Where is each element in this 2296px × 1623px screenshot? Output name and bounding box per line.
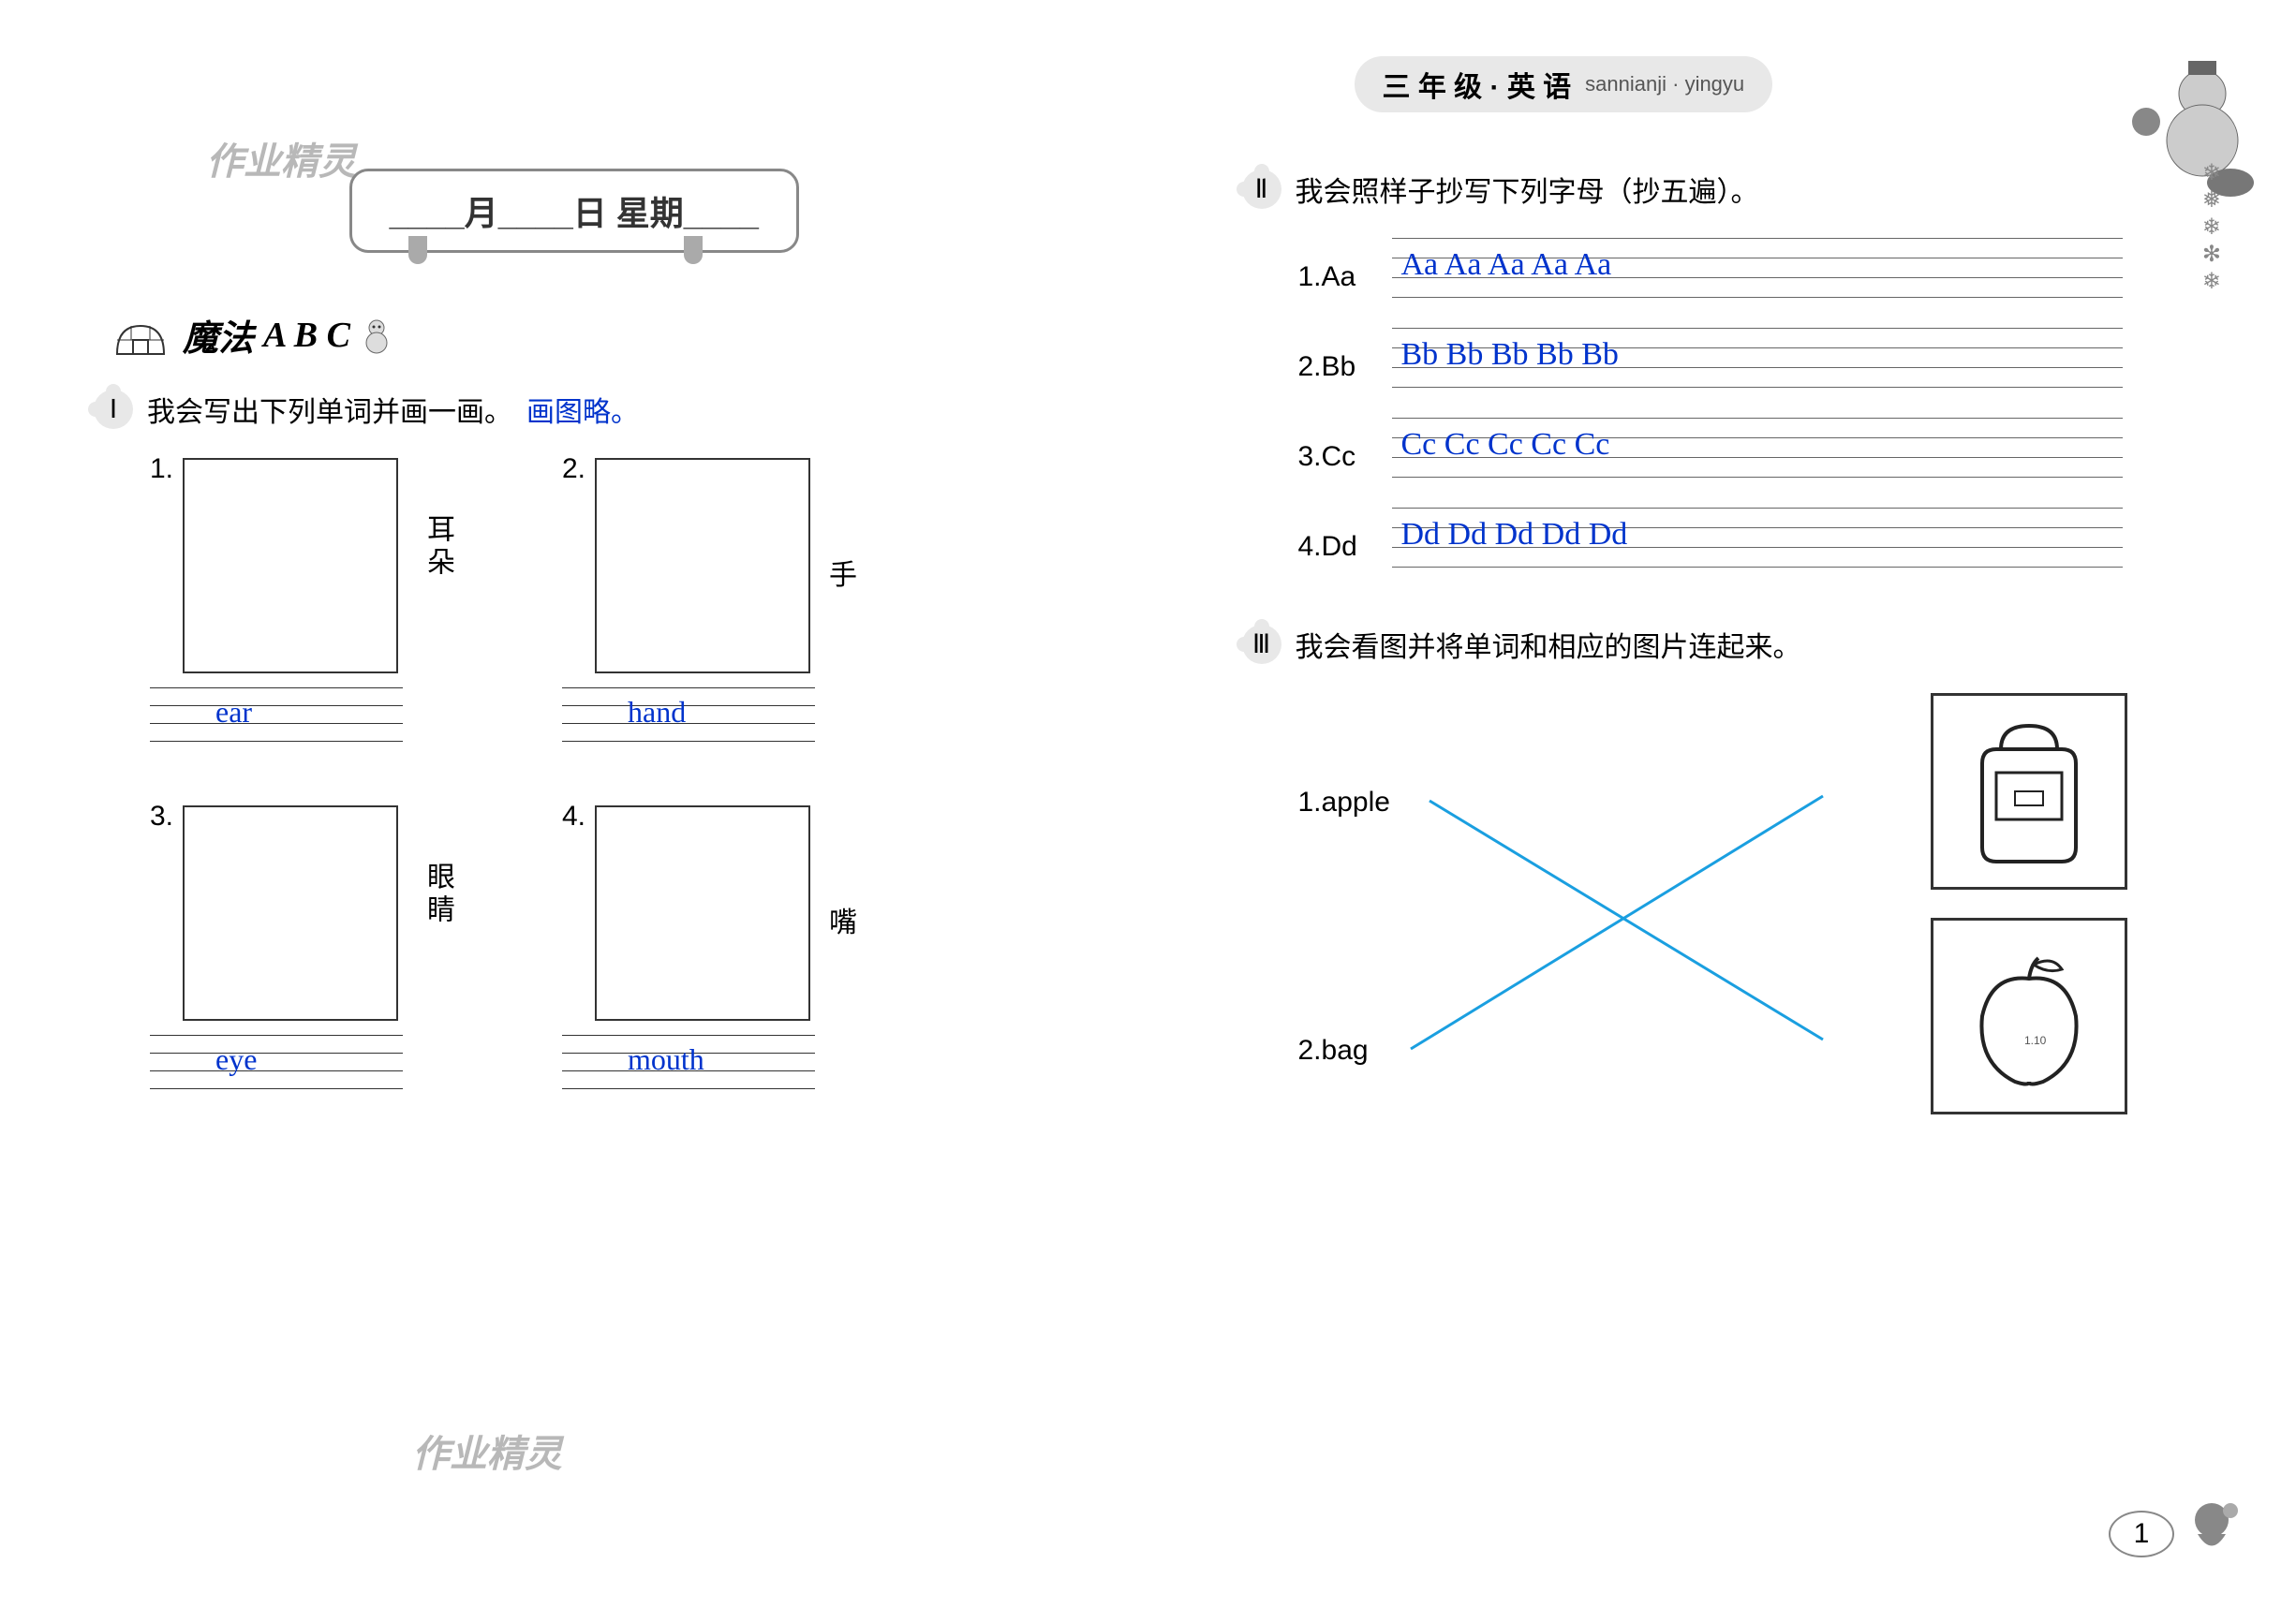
grade-subject: 三 年 级 · 英 语	[1383, 64, 1572, 105]
writing-lines-4: mouth	[562, 1035, 815, 1106]
word-grid: 1. 耳朵 ear 2. 手 hand	[150, 458, 918, 1106]
watermark-top: 作业精灵	[206, 131, 356, 185]
letter-lines-3: Cc Cc Cc Cc Cc	[1392, 418, 2123, 496]
magic-abc: A B C	[263, 315, 350, 356]
snowman-corner-icon	[2109, 37, 2259, 206]
letter-row-4: 4.Dd Dd Dd Dd Dd Dd	[1298, 508, 2123, 586]
magic-abc-title: 魔法 A B C	[112, 309, 1111, 361]
roman-2: Ⅱ	[1242, 170, 1281, 209]
left-column: 作业精灵 ____月____日 星期____ 魔法 A B C Ⅰ	[37, 37, 1111, 1586]
svg-text:1.10: 1.10	[2024, 1034, 2047, 1047]
word-cn-2: 手	[829, 552, 862, 593]
section-2-instruction: 我会照样子抄写下列字母（抄五遍）。	[1296, 169, 1759, 210]
word-item-1: 1. 耳朵 ear	[150, 458, 506, 759]
corner-character-icon	[2174, 1492, 2249, 1567]
letter-copy-rows: 1.Aa Aa Aa Aa Aa Aa 2.Bb Bb Bb Bb Bb Bb …	[1298, 238, 2123, 586]
letter-answer-2: Bb Bb Bb Bb Bb	[1401, 337, 1619, 373]
snowflake-decoration: ❄❅❄✻❄	[2202, 159, 2221, 295]
draw-box-3	[183, 805, 398, 1021]
letter-label-4: 4.Dd	[1298, 531, 1392, 563]
answer-4: mouth	[628, 1042, 704, 1077]
word-cn-4: 嘴	[829, 899, 862, 940]
match-word-2: 2.bag	[1298, 1035, 1369, 1067]
answer-2: hand	[628, 695, 686, 730]
letter-answer-3: Cc Cc Cc Cc Cc	[1401, 427, 1610, 463]
letter-lines-4: Dd Dd Dd Dd Dd	[1392, 508, 2123, 586]
watermark-bottom: 作业精灵	[412, 1424, 562, 1478]
word-num-3: 3.	[150, 801, 173, 833]
letter-lines-2: Bb Bb Bb Bb Bb	[1392, 328, 2123, 406]
match-word-1: 1.apple	[1298, 787, 1390, 819]
letter-lines-1: Aa Aa Aa Aa Aa	[1392, 238, 2123, 317]
letter-row-1: 1.Aa Aa Aa Aa Aa Aa	[1298, 238, 2123, 317]
section-1-header: Ⅰ 我会写出下列单词并画一画。 画图略。	[94, 389, 1111, 430]
draw-box-4	[595, 805, 810, 1021]
section-3-instruction: 我会看图并将单词和相应的图片连起来。	[1296, 624, 1801, 665]
igloo-icon	[112, 312, 169, 359]
page-number: 1	[2109, 1511, 2174, 1557]
roman-1: Ⅰ	[94, 390, 133, 429]
worksheet-page: 作业精灵 ____月____日 星期____ 魔法 A B C Ⅰ	[37, 37, 2259, 1586]
draw-box-1	[183, 458, 398, 673]
matching-area: 1.apple 2.bag 1.10	[1298, 693, 2259, 1180]
word-num-2: 2.	[562, 453, 585, 485]
page-header: 三 年 级 · 英 语 sannianji · yingyu	[1355, 56, 1773, 112]
writing-lines-1: ear	[150, 687, 403, 759]
letter-answer-4: Dd Dd Dd Dd Dd	[1401, 517, 1628, 553]
word-item-3: 3. 眼睛 eye	[150, 805, 506, 1106]
img-bag	[1931, 693, 2127, 890]
word-num-1: 1.	[150, 453, 173, 485]
writing-lines-3: eye	[150, 1035, 403, 1106]
letter-row-3: 3.Cc Cc Cc Cc Cc Cc	[1298, 418, 2123, 496]
letter-row-2: 2.Bb Bb Bb Bb Bb Bb	[1298, 328, 2123, 406]
match-images: 1.10	[1931, 693, 2127, 1143]
word-cn-3: 眼睛	[417, 862, 458, 927]
roman-3: Ⅲ	[1242, 625, 1281, 664]
letter-answer-1: Aa Aa Aa Aa Aa	[1401, 247, 1612, 283]
section-1-instruction: 我会写出下列单词并画一画。	[147, 389, 512, 430]
writing-lines-2: hand	[562, 687, 815, 759]
section-3-header: Ⅲ 我会看图并将单词和相应的图片连起来。	[1242, 624, 2259, 665]
word-item-2: 2. 手 hand	[562, 458, 918, 759]
letter-label-1: 1.Aa	[1298, 261, 1392, 293]
answer-1: ear	[215, 695, 252, 730]
word-num-4: 4.	[562, 801, 585, 833]
snowman-icon	[358, 317, 395, 354]
date-line-box: ____月____日 星期____	[349, 169, 799, 253]
word-item-4: 4. 嘴 mouth	[562, 805, 918, 1106]
date-text: ____月____日 星期____	[390, 186, 759, 235]
right-column: ❄❅❄✻❄ 三 年 级 · 英 语 sannianji · yingyu Ⅱ 我…	[1186, 37, 2259, 1586]
section-2-header: Ⅱ 我会照样子抄写下列字母（抄五遍）。	[1242, 169, 2259, 210]
letter-label-3: 3.Cc	[1298, 441, 1392, 473]
draw-box-2	[595, 458, 810, 673]
letter-label-2: 2.Bb	[1298, 351, 1392, 383]
section-1-note: 画图略。	[526, 389, 639, 430]
word-cn-1: 耳朵	[417, 514, 458, 580]
header-pinyin: sannianji · yingyu	[1585, 72, 1744, 96]
img-apple: 1.10	[1931, 918, 2127, 1114]
answer-3: eye	[215, 1042, 257, 1077]
magic-prefix: 魔法	[183, 309, 254, 361]
